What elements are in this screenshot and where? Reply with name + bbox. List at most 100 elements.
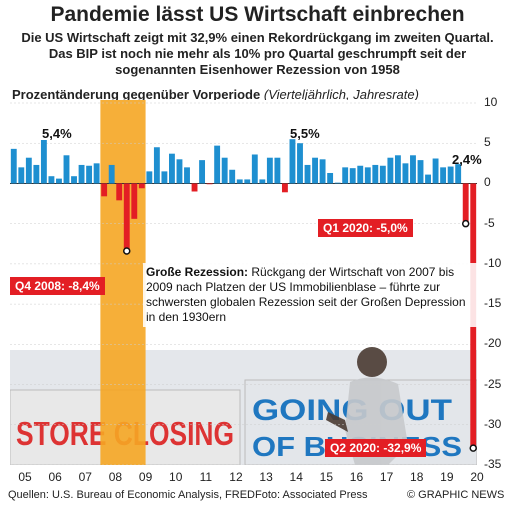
bar-2019-Q4 [455,164,462,184]
bar-2014-Q3 [297,143,303,184]
x-tick-label: 06 [48,470,62,484]
x-tick-label: 07 [78,470,92,484]
subtitle-line-2: Das BIP ist noch nie mehr als 10% pro Qu… [48,46,467,61]
y-axis-label-note: (Vierteljährlich, Jahresrate) [263,87,419,102]
bar-2015-Q4 [334,182,341,184]
x-tick-label: 09 [138,470,153,484]
callout-q4-2008: Q4 2008: -8,4% [10,277,105,295]
bar-2005-Q2 [18,167,25,184]
bar-2007-Q2 [78,164,85,184]
recession-text: Rückgang der Wirtschaft von 2007 bis 200… [146,265,466,324]
bar-2007-Q1 [71,176,77,184]
bar-2010-Q1 [161,171,168,184]
x-tick-label: 10 [169,470,183,484]
bar-2005-Q1 [10,148,17,184]
recession-heading: Große Rezession: [146,265,249,279]
bar-2008-Q4 [123,183,130,252]
peak-label-2019: 2,4% [452,152,482,167]
x-tick-label: 16 [349,470,364,484]
bar-2016-Q4 [364,167,371,184]
bar-2017-Q2 [379,165,386,184]
y-tick-label: 0 [484,175,491,190]
callout-q1-2020: Q1 2020: -5,0% [318,219,413,237]
y-tick-label: -15 [484,296,502,311]
peak-label-2014: 5,5% [290,126,320,141]
subtitle-line-1: Die US Wirtschaft zeigt mit 32,9% einen … [21,30,494,45]
bar-2017-Q1 [372,164,379,184]
bar-2013-Q2 [259,179,266,184]
x-tick-label: 14 [289,470,303,484]
x-tick-label: 18 [410,470,424,484]
recession-band [100,100,146,465]
x-tick-label: 05 [18,470,32,484]
callout-point-2008-Q4 [123,247,131,255]
bar-2019-Q2 [440,167,447,184]
x-tick-label: 19 [440,470,454,484]
bar-2008-Q1 [101,183,108,197]
y-tick-label: -20 [484,336,502,351]
bar-2014-Q1 [281,183,288,193]
bar-2018-Q1 [402,163,409,184]
subtitle-line-3: sogenannten Eisenhower Rezession von 195… [115,62,400,77]
bar-2012-Q1 [221,157,228,184]
bar-2010-Q3 [176,159,183,184]
bar-2014-Q4 [304,164,311,184]
bar-2018-Q3 [417,160,424,184]
bar-2017-Q3 [387,157,394,184]
bar-2015-Q3 [327,172,334,184]
bar-2019-Q1 [432,158,439,184]
y-tick-label: 5 [484,135,491,150]
bar-2010-Q2 [169,153,175,184]
peak-label-2006: 5,4% [42,126,72,141]
bar-2006-Q1 [40,140,47,184]
bar-2016-Q3 [357,165,364,184]
bar-2012-Q4 [244,179,251,184]
bar-2011-Q1 [191,183,198,192]
bar-2012-Q2 [229,169,236,184]
x-tick-label: 17 [379,470,394,484]
bar-2005-Q4 [33,164,40,184]
footer-source: Quellen: U.S. Bureau of Economic Analysi… [8,489,255,501]
x-tick-label: 08 [108,470,123,484]
bar-2013-Q1 [251,154,258,184]
bar-2019-Q3 [447,166,454,184]
bar-2009-Q3 [146,171,153,184]
bar-2009-Q2 [138,183,145,189]
bar-2010-Q4 [184,167,190,184]
bar-2009-Q1 [131,183,138,219]
callout-q2-2020: Q2 2020: -32,9% [325,439,427,457]
bar-2015-Q2 [319,159,326,184]
bar-2016-Q1 [342,167,349,184]
x-tick-label: 15 [319,470,334,484]
x-tick-label: 12 [229,470,243,484]
x-tick-label: 11 [199,470,213,484]
bar-2016-Q2 [349,168,356,184]
y-axis-label: Prozentänderung gegenüber Vorperiode (Vi… [12,87,419,102]
recession-annotation: Große Rezession: Rückgang der Wirtschaft… [143,263,479,327]
bar-2006-Q3 [56,178,62,184]
chart-title: Pandemie lässt US Wirtschaft einbrechen [50,3,465,26]
bar-2005-Q3 [25,157,32,184]
bar-2018-Q2 [410,155,416,184]
bar-2006-Q4 [63,155,70,184]
footer-brand: © GRAPHIC NEWS [407,489,505,501]
footer-photo-credit: Foto: Associated Press [255,489,368,501]
bar-2017-Q4 [394,155,401,184]
bar-2009-Q4 [153,147,160,184]
bar-2011-Q3 [206,183,213,185]
y-tick-label: -10 [484,255,502,270]
y-tick-label: -5 [484,215,495,230]
y-tick-label: -25 [484,376,502,391]
x-tick-label: 20 [470,470,484,484]
callout-point-2020-Q1 [461,219,470,228]
bar-2006-Q2 [48,176,55,184]
bar-2014-Q2 [289,139,296,184]
bar-2013-Q4 [274,157,281,184]
bar-2008-Q2 [108,164,115,184]
bar-2020-Q1 [462,183,469,224]
bar-2007-Q3 [86,165,93,184]
y-tick-label: -30 [484,416,502,431]
bar-2007-Q4 [93,163,100,184]
y-tick-label: -35 [484,457,502,471]
bar-2008-Q3 [116,183,123,201]
